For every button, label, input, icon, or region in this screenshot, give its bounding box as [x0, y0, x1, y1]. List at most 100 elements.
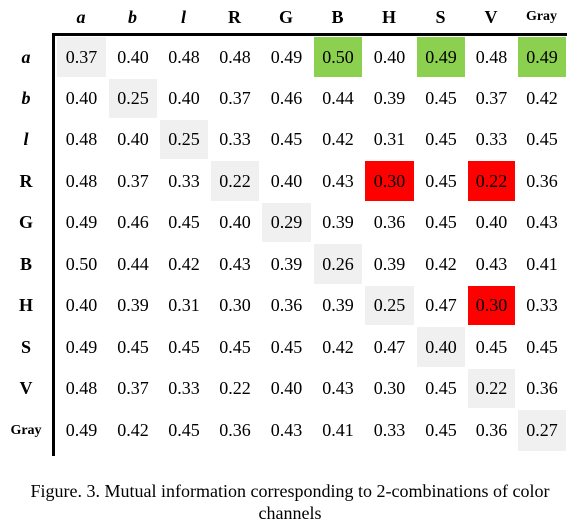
table-cell-diagonal: 0.27	[518, 410, 566, 451]
table-cell: 0.30	[219, 295, 251, 315]
table-cell: 0.40	[270, 170, 303, 191]
col-header-b: B	[331, 6, 344, 27]
table-cell-diagonal: 0.40	[417, 327, 465, 367]
table-cell-green: 0.49	[518, 37, 566, 77]
table-cell: 0.42	[322, 129, 354, 149]
table-cell: 0.48	[65, 129, 98, 149]
table-cell-diagonal: 0.26	[314, 244, 362, 284]
table-cell: 0.45	[270, 129, 303, 149]
table-cell: 0.45	[117, 336, 149, 357]
table-cell: 0.44	[322, 88, 354, 108]
table-cell: 0.37	[117, 170, 149, 191]
table-cell: 0.36	[270, 295, 303, 315]
table-cell: 0.33	[373, 420, 406, 440]
row-header-a: a	[21, 46, 31, 67]
table-cell: 0.22	[219, 378, 251, 398]
table-cell: 0.45	[425, 420, 457, 440]
table-cell: 0.49	[270, 46, 303, 67]
table-cell: 0.44	[117, 253, 149, 274]
row-header-l: l	[23, 129, 29, 149]
table-cell: 0.41	[322, 420, 354, 440]
table-cell: 0.42	[322, 336, 354, 357]
table-cell: 0.30	[373, 378, 406, 398]
table-cell-diagonal: 0.37	[57, 37, 106, 77]
figure-caption: Figure. 3. Mutual information correspond…	[30, 481, 550, 523]
table-cell: 0.37	[219, 88, 251, 108]
table-cell: 0.48	[65, 170, 98, 191]
table-cell: 0.33	[219, 129, 251, 149]
table-vertical-rule	[52, 34, 55, 456]
table-cell: 0.40	[117, 129, 149, 149]
row-header-v: V	[19, 378, 33, 398]
table-cell-diagonal: 0.29	[262, 203, 311, 242]
table-cell: 0.39	[270, 253, 303, 274]
row-header-s: S	[20, 336, 31, 357]
table-cell-diagonal: 0.22	[468, 369, 515, 408]
col-header-b: b	[128, 6, 137, 27]
table-cell: 0.45	[219, 336, 251, 357]
table-cell: 0.49	[65, 420, 98, 440]
table-cell: 0.36	[475, 420, 508, 440]
table-cell-red: 0.30	[365, 161, 414, 201]
table-cell: 0.48	[168, 46, 200, 67]
table-cell: 0.40	[65, 88, 98, 108]
table-cell: 0.45	[425, 129, 457, 149]
table-cell: 0.45	[168, 420, 200, 440]
col-header-s: S	[435, 6, 446, 27]
row-header-g: G	[18, 212, 33, 232]
table-cell: 0.45	[475, 336, 508, 357]
row-header-b: b	[21, 88, 31, 108]
table-cell: 0.49	[65, 212, 98, 232]
table-cell: 0.45	[168, 212, 200, 232]
table-cell: 0.36	[219, 420, 251, 440]
table-cell: 0.45	[425, 212, 457, 232]
table-cell: 0.48	[65, 378, 98, 398]
table-cell-diagonal: 0.25	[160, 120, 208, 159]
table-cell: 0.39	[322, 212, 354, 232]
table-cell: 0.48	[219, 46, 251, 67]
row-header-b: B	[19, 253, 32, 274]
col-header-v: V	[484, 6, 498, 27]
row-header-gray: Gray	[10, 422, 42, 438]
table-cell: 0.50	[65, 253, 98, 274]
table-cell: 0.36	[526, 170, 558, 191]
table-cell: 0.43	[322, 170, 354, 191]
table-cell-red: 0.22	[468, 161, 515, 201]
table-cell: 0.37	[475, 88, 508, 108]
col-header-a: a	[76, 6, 86, 27]
table-cell-red: 0.30	[468, 286, 515, 325]
table-cell: 0.31	[373, 129, 406, 149]
table-cell: 0.39	[373, 253, 406, 274]
table-cell: 0.41	[526, 253, 558, 274]
table-cell: 0.45	[526, 129, 558, 149]
table-cell: 0.39	[373, 88, 406, 108]
table-cell: 0.43	[270, 420, 303, 440]
table-cell: 0.40	[475, 212, 508, 232]
table-cell: 0.45	[425, 378, 457, 398]
table-cell: 0.33	[168, 170, 200, 191]
table-cell: 0.33	[526, 295, 558, 315]
table-cell-green: 0.49	[417, 37, 465, 77]
row-header-r: R	[19, 170, 33, 191]
table-cell: 0.42	[425, 253, 457, 274]
table-cell: 0.40	[117, 46, 149, 67]
col-header-l: l	[180, 6, 186, 27]
table-cell: 0.42	[168, 253, 200, 274]
table-horizontal-rule	[52, 33, 567, 36]
table-cell: 0.39	[322, 295, 354, 315]
table-cell: 0.47	[373, 336, 406, 357]
table-cell: 0.40	[168, 88, 200, 108]
table-cell: 0.36	[373, 212, 406, 232]
table-cell: 0.40	[270, 378, 303, 398]
table-cell: 0.31	[168, 295, 200, 315]
table-cell: 0.43	[322, 378, 354, 398]
row-header-h: H	[18, 295, 33, 315]
table-cell: 0.40	[65, 295, 98, 315]
col-header-r: R	[228, 6, 241, 27]
table-cell: 0.33	[168, 378, 200, 398]
table-cell-green: 0.50	[314, 37, 362, 77]
table-cell: 0.47	[425, 295, 457, 315]
table-cell: 0.39	[117, 295, 149, 315]
table-cell: 0.45	[425, 170, 457, 191]
